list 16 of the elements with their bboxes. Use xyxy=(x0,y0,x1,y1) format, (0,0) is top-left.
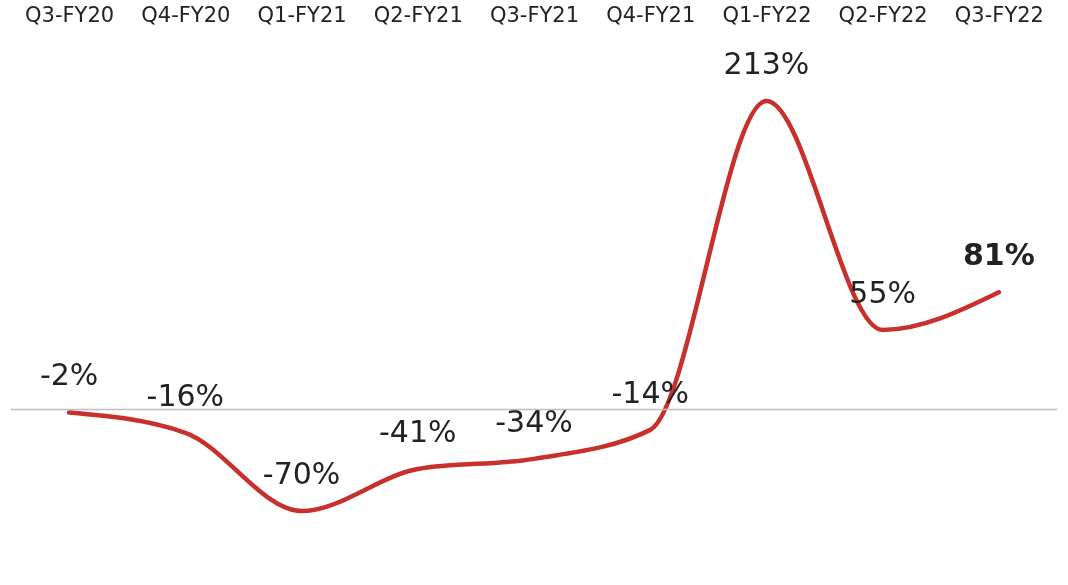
x-tick-label: Q3-FY21 xyxy=(489,2,580,27)
x-tick-label: Q3-FY20 xyxy=(25,2,115,27)
data-label: 81% xyxy=(962,237,1035,273)
x-tick-label: Q3-FY22 xyxy=(954,2,1044,27)
x-tick-label: Q4-FY20 xyxy=(141,2,231,27)
x-tick-label: Q1-FY21 xyxy=(257,2,347,27)
data-label: -34% xyxy=(495,403,573,439)
data-label: 213% xyxy=(723,46,810,81)
x-tick-label: Q2-FY22 xyxy=(838,2,928,27)
data-label: -70% xyxy=(262,456,341,491)
x-tick-label: Q4-FY21 xyxy=(606,2,696,27)
data-label: -2% xyxy=(39,357,99,393)
x-tick-label: Q2-FY21 xyxy=(373,2,463,27)
x-tick-label: Q1-FY22 xyxy=(722,2,812,27)
data-label: -41% xyxy=(379,413,457,449)
data-label: -16% xyxy=(146,377,225,413)
